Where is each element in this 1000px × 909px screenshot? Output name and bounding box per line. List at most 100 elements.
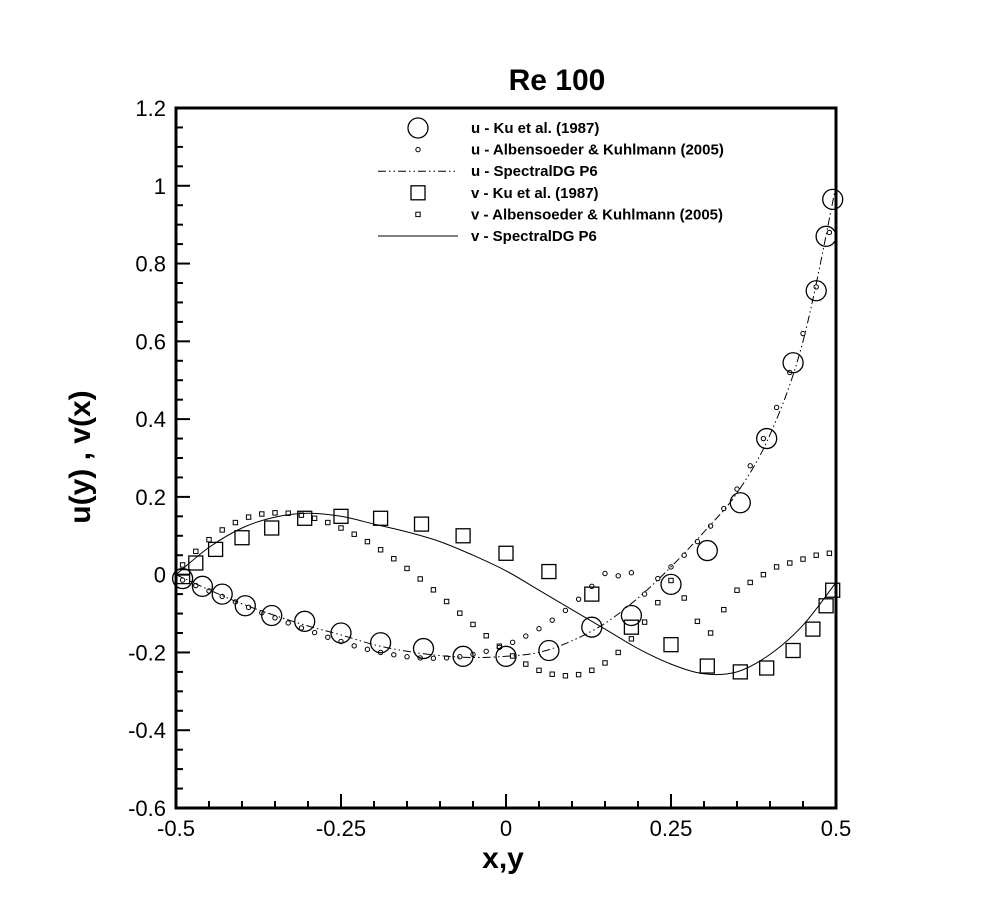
data-point-v-albensoeder-kuhlmann-2005 <box>391 556 397 562</box>
y-tick-label: -0.4 <box>128 718 166 743</box>
chart-title: Re 100 <box>509 64 606 97</box>
data-point-u-albensoeder-kuhlmann-2005 <box>694 538 701 545</box>
data-point-u-albensoeder-kuhlmann-2005 <box>668 564 674 570</box>
data-point-v-albensoeder-kuhlmann-2005 <box>417 576 423 582</box>
data-point-u-ku-et-al-1987 <box>261 604 283 627</box>
curves <box>175 185 837 676</box>
legend-label-v-albensoeder-kuhlmann-2005: v - Albensoeder & Kuhlmann (2005) <box>471 206 723 223</box>
data-point-v-albensoeder-kuhlmann-2005 <box>549 671 555 677</box>
legend-swatch-u-ku-et-al-1987 <box>407 117 429 139</box>
data-point-u-ku-et-al-1987 <box>330 622 352 644</box>
data-point-u-ku-et-al-1987 <box>294 610 316 632</box>
y-tick-label: 1.2 <box>135 96 166 121</box>
data-point-u-albensoeder-kuhlmann-2005 <box>430 655 437 661</box>
y-tick-label: -0.6 <box>128 796 166 821</box>
data-point-v-ku-et-al-1987 <box>455 528 471 544</box>
data-point-v-albensoeder-kuhlmann-2005 <box>681 595 687 601</box>
data-point-v-albensoeder-kuhlmann-2005 <box>338 525 344 531</box>
data-point-v-ku-et-al-1987 <box>818 598 834 614</box>
data-point-u-ku-et-al-1987 <box>756 427 778 450</box>
data-point-u-albensoeder-kuhlmann-2005 <box>641 591 648 597</box>
data-point-v-albensoeder-kuhlmann-2005 <box>641 619 648 625</box>
x-tick-label: 0 <box>500 816 512 841</box>
data-point-v-albensoeder-kuhlmann-2005 <box>721 606 727 613</box>
data-point-v-albensoeder-kuhlmann-2005 <box>179 562 186 568</box>
data-point-v-albensoeder-kuhlmann-2005 <box>536 667 542 674</box>
legend: u - Ku et al. (1987) u - Albensoeder & Ku… <box>378 117 724 245</box>
data-point-v-ku-et-al-1987 <box>297 510 313 526</box>
data-point-u-albensoeder-kuhlmann-2005 <box>285 620 291 626</box>
data-point-v-albensoeder-kuhlmann-2005 <box>694 618 701 625</box>
data-point-u-ku-et-al-1987 <box>538 639 560 662</box>
data-point-u-ku-et-al-1987 <box>805 280 827 302</box>
data-point-u-albensoeder-kuhlmann-2005 <box>681 552 687 558</box>
data-point-v-albensoeder-kuhlmann-2005 <box>245 514 252 520</box>
data-point-u-albensoeder-kuhlmann-2005 <box>364 646 371 653</box>
data-point-u-albensoeder-kuhlmann-2005 <box>457 654 463 660</box>
data-point-u-albensoeder-kuhlmann-2005 <box>193 582 199 589</box>
data-point-u-albensoeder-kuhlmann-2005 <box>206 588 212 594</box>
x-tick-label: 0.5 <box>821 816 852 841</box>
data-point-u-albensoeder-kuhlmann-2005 <box>272 615 278 621</box>
x-axis-label: x,y <box>482 842 524 875</box>
data-point-v-ku-et-al-1987 <box>264 520 280 536</box>
data-point-u-albensoeder-kuhlmann-2005 <box>747 463 753 469</box>
data-point-u-albensoeder-kuhlmann-2005 <box>523 633 529 639</box>
data-point-u-ku-et-al-1987 <box>452 645 474 667</box>
data-point-u-albensoeder-kuhlmann-2005 <box>259 610 265 616</box>
data-point-u-ku-et-al-1987 <box>620 604 643 627</box>
legend-label-v-ku-et-al-1987: v - Ku et al. (1987) <box>471 185 599 202</box>
y-tick-label: 1 <box>154 174 166 199</box>
data-point-v-ku-et-al-1987 <box>732 664 748 680</box>
data-point-u-ku-et-al-1987 <box>729 492 751 514</box>
data-point-v-ku-et-al-1987 <box>413 516 430 532</box>
data-point-u-albensoeder-kuhlmann-2005 <box>483 648 489 654</box>
data-point-v-albensoeder-kuhlmann-2005 <box>272 510 278 516</box>
data-point-u-ku-et-al-1987 <box>234 595 256 617</box>
data-point-u-albensoeder-kuhlmann-2005 <box>721 505 727 512</box>
data-point-v-ku-et-al-1987 <box>333 508 349 524</box>
data-point-u-albensoeder-kuhlmann-2005 <box>800 330 806 337</box>
data-point-u-ku-et-al-1987 <box>191 575 214 597</box>
data-point-u-albensoeder-kuhlmann-2005 <box>615 573 621 579</box>
data-point-v-albensoeder-kuhlmann-2005 <box>800 556 806 562</box>
data-point-v-albensoeder-kuhlmann-2005 <box>483 633 489 639</box>
x-tick-label: 0.25 <box>650 816 693 841</box>
data-point-v-ku-et-al-1987 <box>188 555 204 571</box>
series-line-v-spectraldg-p6 <box>175 512 837 676</box>
data-point-v-albensoeder-kuhlmann-2005 <box>457 610 463 616</box>
y-axis-label: u(y) , v(x) <box>64 390 97 523</box>
data-point-v-albensoeder-kuhlmann-2005 <box>668 577 674 584</box>
data-point-v-albensoeder-kuhlmann-2005 <box>470 621 476 628</box>
data-point-v-ku-et-al-1987 <box>785 642 801 659</box>
legend-swatch-u-albensoeder-kuhlmann-2005 <box>415 146 421 153</box>
y-tick-label: 0.8 <box>135 252 166 277</box>
data-point-v-albensoeder-kuhlmann-2005 <box>193 548 199 555</box>
data-point-u-albensoeder-kuhlmann-2005 <box>219 593 225 600</box>
data-point-u-ku-et-al-1987 <box>696 539 718 562</box>
data-point-u-albensoeder-kuhlmann-2005 <box>311 629 318 636</box>
legend-label-v-spectraldg-p6: v - SpectralDG P6 <box>471 228 597 245</box>
data-point-v-albensoeder-kuhlmann-2005 <box>298 512 305 518</box>
data-point-u-albensoeder-kuhlmann-2005 <box>232 599 239 605</box>
data-point-u-albensoeder-kuhlmann-2005 <box>417 655 423 661</box>
data-point-u-ku-et-al-1987 <box>815 225 837 247</box>
data-point-u-albensoeder-kuhlmann-2005 <box>734 486 740 492</box>
data-point-u-ku-et-al-1987 <box>581 616 603 638</box>
data-point-u-albensoeder-kuhlmann-2005 <box>826 229 833 236</box>
data-point-u-albensoeder-kuhlmann-2005 <box>787 369 793 376</box>
axes: -0.5 -0.25 0 0.25 0.5 -0.6 -0.4 -0.2 0 0.2 0.4 0.6 0… <box>128 96 851 841</box>
data-point-u-ku-et-al-1987 <box>822 188 844 211</box>
data-point-u-albensoeder-kuhlmann-2005 <box>179 577 186 583</box>
data-point-u-ku-et-al-1987 <box>211 583 233 605</box>
data-point-v-albensoeder-kuhlmann-2005 <box>602 660 608 666</box>
data-point-u-albensoeder-kuhlmann-2005 <box>589 583 595 590</box>
data-point-v-ku-et-al-1987 <box>663 637 679 653</box>
data-point-v-ku-et-al-1987 <box>805 621 821 637</box>
data-point-u-albensoeder-kuhlmann-2005 <box>298 625 305 631</box>
series-line-u-spectraldg-p6 <box>175 185 837 659</box>
data-point-v-ku-et-al-1987 <box>699 658 715 674</box>
data-point-v-ku-et-al-1987 <box>174 568 191 585</box>
data-point-v-albensoeder-kuhlmann-2005 <box>562 673 569 679</box>
legend-swatch-v-albensoeder-kuhlmann-2005 <box>415 211 421 218</box>
